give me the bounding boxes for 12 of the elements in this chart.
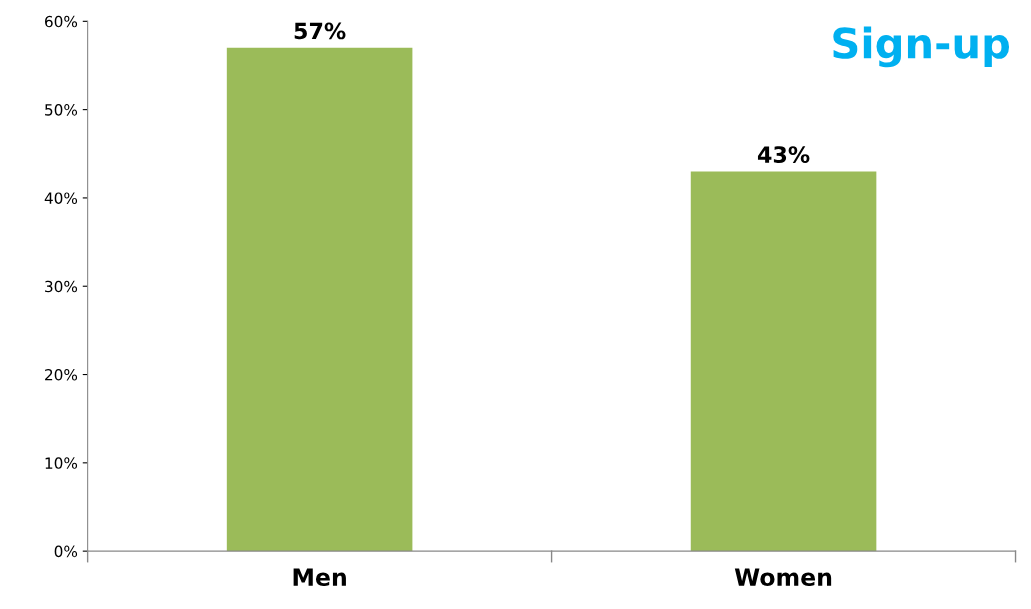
x-tick-label: Women — [734, 568, 832, 587]
chart-title: Sign-up — [833, 26, 1010, 68]
y-tick-label: 30% — [45, 280, 78, 293]
x-tick-label: Men — [293, 568, 346, 587]
data-label: 43% — [757, 146, 810, 163]
y-tick-label: 0% — [54, 545, 78, 558]
data-label: 57% — [294, 22, 346, 40]
y-tick-label: 40% — [44, 192, 78, 204]
y-tick-label: 60% — [45, 15, 78, 28]
y-tick-label: 50% — [45, 104, 78, 116]
y-tick-label: 10% — [45, 457, 78, 469]
y-tick-label: 20% — [45, 369, 78, 381]
